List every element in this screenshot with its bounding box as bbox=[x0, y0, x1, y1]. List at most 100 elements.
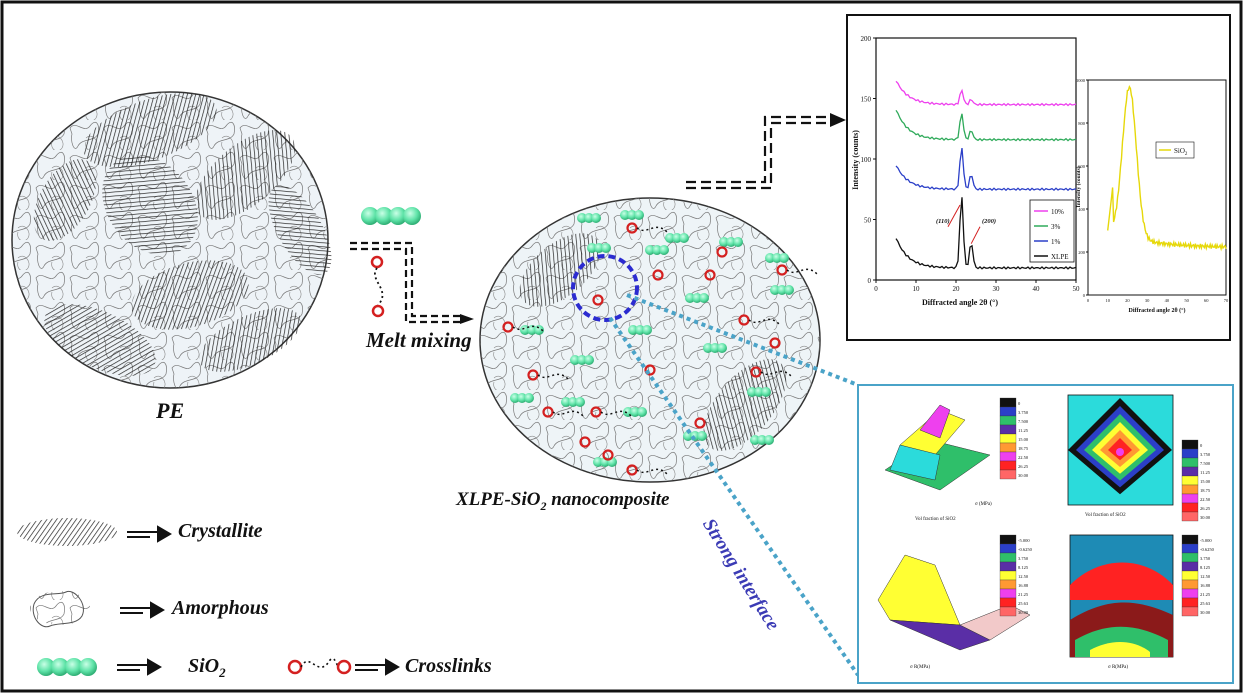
sio2-particle bbox=[587, 243, 597, 253]
sio2-particle bbox=[524, 393, 534, 403]
contour-br-xlabel: σ R(MPa) bbox=[1108, 665, 1128, 670]
sio2-particle bbox=[577, 355, 587, 365]
crosslink-point bbox=[542, 406, 554, 418]
surface-tl-scale-swatch bbox=[999, 415, 1017, 426]
surface-bl-xlabel: σ R(MPa) bbox=[910, 665, 930, 670]
sio2-particle bbox=[577, 213, 587, 223]
sio2-particle bbox=[665, 233, 675, 243]
xrd-ytick-label: 0 bbox=[868, 277, 872, 285]
sio2-particle bbox=[672, 233, 682, 243]
surface-plots: Vol fraction of SiO2 σ (MPa) 0 3.750 7.500 11… bbox=[877, 394, 1215, 670]
surface-tl-scale-swatch bbox=[999, 469, 1017, 480]
crosslink-symbol bbox=[370, 255, 385, 318]
crosslink-point bbox=[769, 337, 781, 349]
sio2-particle bbox=[765, 253, 775, 263]
crosslink-point bbox=[644, 364, 656, 376]
contour-br-scale-label: -5.000 bbox=[1200, 538, 1212, 543]
xrd-peak-200-label: (200) bbox=[982, 218, 996, 225]
sio2-particle bbox=[584, 355, 594, 365]
sio2-particle bbox=[594, 243, 604, 253]
surface-tl-scale-label: 30.00 bbox=[1018, 473, 1029, 478]
sio2-ytick-label: 400 bbox=[1078, 207, 1086, 212]
nanocomposite-label-tail: nanocomposite bbox=[546, 489, 670, 510]
surface-bl-scale-swatch bbox=[999, 570, 1017, 581]
surface-bl-scale-swatch bbox=[999, 606, 1017, 617]
crosslink-point bbox=[776, 264, 788, 276]
sio2-beads bbox=[361, 207, 421, 225]
sio2-xtick-label: 10 bbox=[1105, 298, 1110, 303]
surface-bl-scale-swatch bbox=[999, 579, 1017, 590]
crosslink-point bbox=[502, 321, 514, 333]
contour-tr-scale-label: 30.00 bbox=[1200, 515, 1211, 520]
surface-tl-scale-swatch bbox=[999, 460, 1017, 471]
xrd-legend-label: XLPE bbox=[1051, 253, 1069, 261]
xrd-ytick-label: 200 bbox=[861, 35, 872, 43]
contour-tr-scale-label: 7.500 bbox=[1200, 461, 1211, 466]
crosslink-point bbox=[652, 269, 664, 281]
sio2-particle bbox=[527, 325, 537, 335]
melt-mixing-label: Melt mixing bbox=[366, 328, 472, 352]
contour-br-band-3 bbox=[1090, 641, 1150, 657]
sio2-particle bbox=[697, 431, 707, 441]
xrd-xtick-label: 50 bbox=[1073, 285, 1081, 293]
xrd-legend-box bbox=[1029, 199, 1075, 263]
sio2-particle bbox=[779, 253, 789, 263]
contour-br-scale-label: 30.00 bbox=[1200, 610, 1211, 615]
xrd-main-chart: 0 50 100 150 200 0 10 20 30 40 50 Diffracted angle … bbox=[851, 35, 1080, 307]
sio2-particle bbox=[679, 233, 689, 243]
contour-tr-xlabel: Vol fraction of SiO2 bbox=[1085, 513, 1126, 518]
contour-tr-scale-label: 18.75 bbox=[1200, 488, 1211, 493]
legend-crosslinks-label: Crosslinks bbox=[405, 655, 492, 677]
contour-br-scale-swatch bbox=[1181, 588, 1199, 599]
legend-sio2-label-sub: 2 bbox=[219, 665, 226, 680]
xrd-legend-label: 1% bbox=[1051, 238, 1061, 246]
sio2-xtick-label: 60 bbox=[1204, 298, 1209, 303]
contour-br-scale-swatch bbox=[1181, 579, 1199, 590]
sio2-particle bbox=[645, 245, 655, 255]
mixing-arrow bbox=[350, 241, 474, 324]
surface-tl-side bbox=[889, 444, 941, 481]
interface-connector bbox=[608, 293, 860, 677]
xrd-xtick-label: 20 bbox=[953, 285, 961, 293]
contour-tr-scale-label: 15.00 bbox=[1200, 479, 1211, 484]
sio2-xtick-label: 0 bbox=[1087, 298, 1090, 303]
contour-tr-scale-swatch bbox=[1181, 457, 1199, 468]
sio2-particle bbox=[601, 243, 611, 253]
xrd-legend-label: 10% bbox=[1051, 208, 1064, 216]
surface-tl-scale-swatch bbox=[999, 451, 1017, 462]
contour-tr-scale-label: 0 bbox=[1200, 443, 1203, 448]
contour-br-scale-swatch bbox=[1181, 570, 1199, 581]
sio2-particle bbox=[685, 293, 695, 303]
crosslink-point bbox=[704, 269, 716, 281]
surface-bl-scale-swatch bbox=[999, 561, 1017, 572]
nanocomposite-label: XLPE-SiO2 nanocomposite bbox=[456, 489, 669, 514]
sio2-particle bbox=[635, 325, 645, 335]
xrd-ylabel: Intensity (counts) bbox=[851, 130, 860, 190]
contour-br-scale-label: 21.25 bbox=[1200, 592, 1211, 597]
to-xrd-arrow bbox=[686, 113, 846, 190]
crosslink-point bbox=[592, 294, 604, 306]
sio2-ytick-label: 0 bbox=[1083, 293, 1086, 298]
sio2-particle bbox=[593, 457, 603, 467]
surface-bl-scale-swatch bbox=[999, 597, 1017, 608]
xrd-xtick-label: 10 bbox=[913, 285, 921, 293]
legend-sio2-icon bbox=[37, 658, 97, 676]
sio2-particle bbox=[570, 355, 580, 365]
contour-tr-scale-swatch bbox=[1181, 502, 1199, 513]
surface-bl-scale-swatch bbox=[999, 588, 1017, 599]
sio2-particle bbox=[517, 393, 527, 403]
sio2-particle bbox=[717, 343, 727, 353]
sio2-particle bbox=[747, 387, 757, 397]
legend-amorphous-icon bbox=[30, 590, 90, 628]
sio2-particle bbox=[534, 325, 544, 335]
contour-br-scale-swatch bbox=[1181, 597, 1199, 608]
sio2-particle bbox=[627, 210, 637, 220]
surface-bl-scale-label: 21.25 bbox=[1018, 592, 1029, 597]
sio2-series bbox=[1107, 84, 1227, 252]
surface-tl-zlabel: σ (MPa) bbox=[975, 502, 992, 507]
sio2-xtick-label: 30 bbox=[1145, 298, 1150, 303]
sio2-particle bbox=[568, 397, 578, 407]
xrd-series-xlpe bbox=[895, 197, 1077, 270]
sio2-ytick-label: 200 bbox=[1078, 250, 1086, 255]
